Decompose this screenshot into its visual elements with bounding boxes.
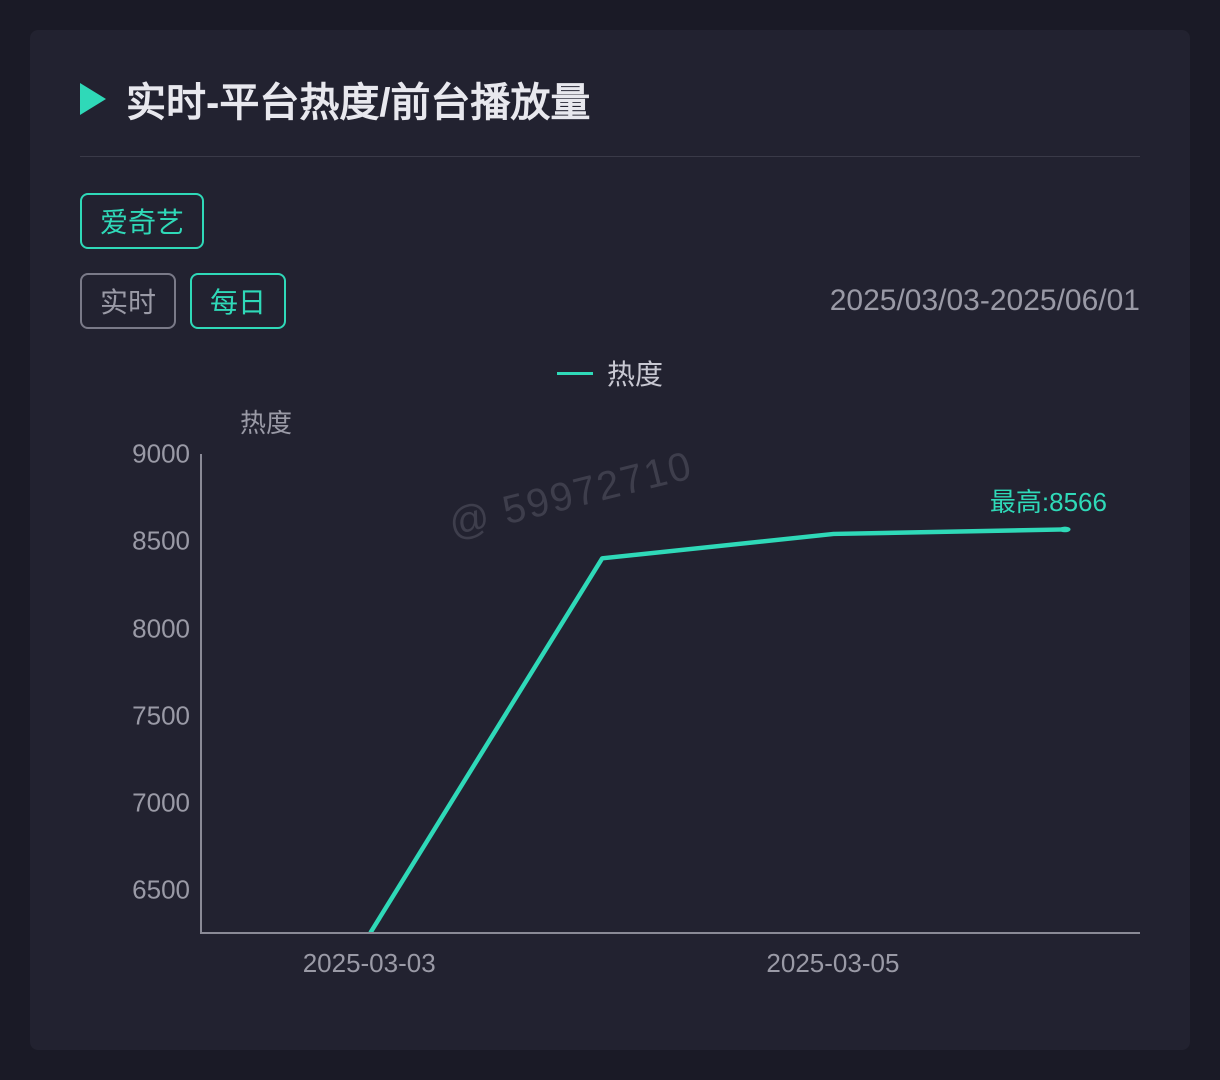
card-title: 实时-平台热度/前台播放量 — [126, 70, 590, 128]
play-icon — [80, 83, 106, 115]
legend-line-swatch — [557, 372, 593, 375]
platform-badge-iqiyi[interactable]: 爱奇艺 — [80, 193, 204, 249]
chart-legend: 热度 — [80, 353, 1140, 393]
chart-card: 实时-平台热度/前台播放量 爱奇艺 实时 每日 2025/03/03-2025/… — [30, 30, 1190, 1050]
legend-series-label: 热度 — [607, 353, 663, 393]
platform-filter-group: 爱奇艺 — [80, 193, 204, 249]
x-tick-label: 2025-03-03 — [303, 948, 436, 979]
y-tick-label: 8500 — [132, 526, 190, 557]
y-axis-labels: 650070007500800085009000 — [90, 454, 190, 934]
filters-section: 爱奇艺 实时 每日 2025/03/03-2025/06/01 — [80, 193, 1140, 329]
y-tick-label: 8000 — [132, 613, 190, 644]
mode-badge-realtime[interactable]: 实时 — [80, 273, 176, 329]
chart-container: 热度 650070007500800085009000 @ 59972710 最… — [80, 403, 1140, 996]
card-header: 实时-平台热度/前台播放量 — [80, 70, 1140, 157]
peak-value-label: 最高:8566 — [990, 482, 1107, 519]
y-tick-label: 7000 — [132, 788, 190, 819]
y-tick-label: 6500 — [132, 875, 190, 906]
x-tick-label: 2025-03-05 — [766, 948, 899, 979]
mode-badge-daily[interactable]: 每日 — [190, 273, 286, 329]
x-axis-labels: 2025-03-03 2025-03-05 — [200, 948, 1140, 996]
plot-region: 650070007500800085009000 @ 59972710 最高:8… — [200, 454, 1140, 934]
y-tick-label: 9000 — [132, 439, 190, 470]
line-chart-svg — [202, 454, 1140, 932]
date-range-label: 2025/03/03-2025/06/01 — [830, 284, 1140, 318]
plot-area: @ 59972710 最高:8566 — [200, 454, 1140, 934]
y-axis-title: 热度 — [240, 403, 1140, 440]
y-tick-label: 7500 — [132, 700, 190, 731]
mode-filter-group: 实时 每日 — [80, 273, 286, 329]
